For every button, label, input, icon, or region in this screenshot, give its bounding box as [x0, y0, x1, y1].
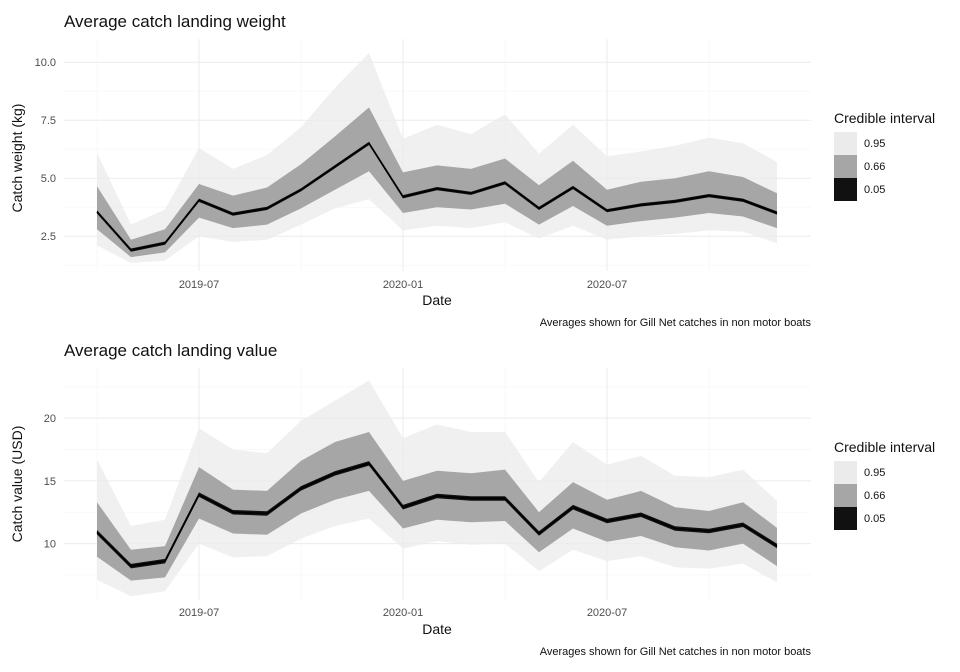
weight-chart-y-ticks: 2.5 5.0 7.5 10.0: [35, 57, 56, 243]
value-legend-label-095: 0.95: [864, 467, 885, 479]
weight-chart-bands: [96, 52, 778, 263]
x-tick-label: 2020-07: [587, 607, 627, 619]
weight-legend-label-095: 0.95: [864, 138, 885, 150]
weight-chart-caption: Averages shown for Gill Net catches in n…: [540, 317, 812, 329]
value-chart-x-ticks: 2019-07 2020-01 2020-07: [179, 607, 627, 619]
y-tick-label: 2.5: [41, 231, 56, 243]
weight-legend-label-066: 0.66: [864, 161, 885, 173]
y-tick-label: 20: [44, 413, 56, 425]
weight-legend-key-005: [834, 178, 857, 201]
weight-chart-x-ticks: 2019-07 2020-01 2020-07: [179, 279, 627, 291]
weight-chart-ylabel: Catch weight (kg): [9, 104, 25, 213]
value-legend-label-066: 0.66: [864, 490, 885, 502]
weight-chart-xlabel: Date: [422, 292, 452, 308]
weight-legend-label-005: 0.05: [864, 184, 885, 196]
value-chart-caption: Averages shown for Gill Net catches in n…: [540, 646, 812, 658]
x-tick-label: 2020-07: [587, 279, 627, 291]
x-tick-label: 2020-01: [383, 279, 423, 291]
y-tick-label: 5.0: [41, 173, 56, 185]
value-chart-y-ticks: 10 15 20: [44, 413, 56, 550]
median-line: [96, 142, 778, 251]
value-chart-bands: [96, 380, 778, 597]
value-chart-ylabel: Catch value (USD): [9, 426, 25, 543]
y-tick-label: 15: [44, 476, 56, 488]
value-chart-xlabel: Date: [422, 621, 452, 637]
band-066: [97, 432, 777, 581]
weight-legend-key-095: [834, 132, 857, 155]
band-066: [97, 107, 777, 258]
value-chart-panel: Average catch landing value 10 15 20 2019-…: [9, 341, 935, 658]
value-chart-legend: Credible interval 0.95 0.66 0.05: [834, 439, 935, 530]
value-legend-key-005: [834, 507, 857, 530]
median-line: [96, 462, 778, 567]
y-tick-label: 10: [44, 539, 56, 551]
weight-chart-panel: Average catch landing weight 2.5 5.0 7.5 10…: [9, 12, 935, 329]
value-legend-key-066: [834, 484, 857, 507]
y-tick-label: 7.5: [41, 115, 56, 127]
x-tick-label: 2020-01: [383, 607, 423, 619]
value-legend-label-005: 0.05: [864, 513, 885, 525]
x-tick-label: 2019-07: [179, 607, 219, 619]
y-tick-label: 10.0: [35, 57, 56, 69]
weight-chart-legend: Credible interval 0.95 0.66 0.05: [834, 110, 935, 201]
value-legend-title: Credible interval: [834, 439, 935, 455]
weight-chart-title: Average catch landing weight: [64, 12, 286, 31]
weight-legend-title: Credible interval: [834, 110, 935, 126]
weight-legend-key-066: [834, 155, 857, 178]
x-tick-label: 2019-07: [179, 279, 219, 291]
value-legend-key-095: [834, 461, 857, 484]
value-chart-title: Average catch landing value: [64, 341, 277, 360]
